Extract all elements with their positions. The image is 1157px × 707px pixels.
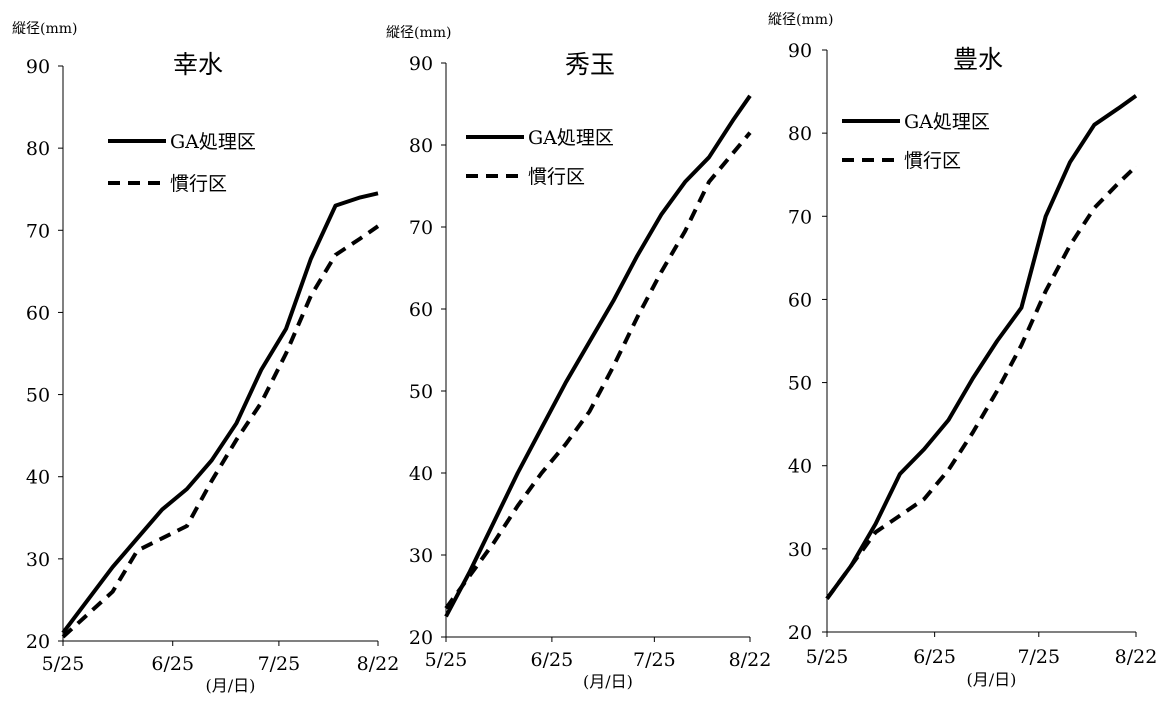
y-tick-label: 20 bbox=[409, 627, 433, 649]
chart-panel: 20 30 40 50 60 70 80 90 5/25 6/25 7/25 8/22 縦径(mm) (月… bbox=[12, 21, 399, 695]
series-line-ga-treatment bbox=[61, 191, 379, 635]
legend-label: 慣行区 bbox=[170, 173, 227, 195]
legend-label: GA処理区 bbox=[528, 127, 614, 149]
y-tick-label: 50 bbox=[788, 373, 812, 395]
x-tick-label: 6/25 bbox=[151, 653, 194, 675]
y-tick-label: 90 bbox=[788, 40, 812, 62]
legend-label: 慣行区 bbox=[528, 166, 585, 188]
y-axis-label: 縦径(mm) bbox=[386, 25, 451, 41]
legend-label: GA処理区 bbox=[904, 111, 990, 133]
y-tick-label: 70 bbox=[26, 220, 50, 242]
series-line-conventional bbox=[61, 224, 380, 639]
y-axis-label: 縦径(mm) bbox=[12, 21, 77, 37]
y-tick-label: 40 bbox=[409, 463, 433, 485]
y-tick-label: 80 bbox=[788, 123, 812, 145]
x-tick-label: 7/25 bbox=[1017, 646, 1060, 668]
y-tick-label: 70 bbox=[788, 206, 812, 228]
chart-panel: 20 30 40 50 60 70 80 90 5/25 6/25 7/25 8/22 縦径(mm) (月… bbox=[768, 12, 1157, 689]
x-tick-label: 6/25 bbox=[913, 646, 956, 668]
x-tick-label: 7/25 bbox=[633, 649, 676, 671]
y-tick-label: 20 bbox=[26, 631, 50, 653]
x-tick-label: 8/22 bbox=[357, 653, 400, 675]
x-tick-label: 5/25 bbox=[806, 646, 849, 668]
legend-label: 慣行区 bbox=[904, 150, 961, 172]
chart-title: 幸水 bbox=[173, 50, 223, 79]
y-tick-label: 80 bbox=[409, 135, 433, 157]
y-tick-label: 50 bbox=[26, 385, 50, 407]
y-tick-label: 60 bbox=[409, 299, 433, 321]
x-axis-label: (月/日) bbox=[967, 670, 1017, 689]
chart-panel: 20 30 40 50 60 70 80 90 5/25 6/25 7/25 8/22 縦径(mm) (月… bbox=[386, 25, 771, 691]
x-axis-label: (月/日) bbox=[206, 676, 256, 695]
y-tick-label: 30 bbox=[788, 539, 812, 561]
y-tick-label: 30 bbox=[409, 545, 433, 567]
x-tick-label: 5/25 bbox=[425, 649, 468, 671]
y-tick-label: 20 bbox=[788, 622, 812, 644]
x-tick-label: 7/25 bbox=[258, 653, 301, 675]
legend-label: GA処理区 bbox=[170, 131, 256, 153]
chart-title: 秀玉 bbox=[565, 50, 615, 79]
y-tick-label: 90 bbox=[409, 53, 433, 75]
chart-title: 豊水 bbox=[953, 45, 1003, 74]
x-tick-label: 5/25 bbox=[42, 653, 85, 675]
x-tick-label: 8/22 bbox=[1115, 646, 1157, 668]
y-tick-label: 50 bbox=[409, 381, 433, 403]
x-tick-label: 6/25 bbox=[531, 649, 574, 671]
series-line-conventional bbox=[444, 131, 752, 610]
x-tick-label: 8/22 bbox=[729, 649, 772, 671]
y-tick-label: 80 bbox=[26, 138, 50, 160]
y-tick-label: 60 bbox=[788, 289, 812, 311]
y-tick-label: 40 bbox=[26, 467, 50, 489]
series-line-ga-treatment bbox=[825, 94, 1138, 600]
y-tick-label: 90 bbox=[26, 56, 50, 78]
y-tick-label: 30 bbox=[26, 549, 50, 571]
series-line-ga-treatment bbox=[444, 94, 752, 618]
y-tick-label: 40 bbox=[788, 456, 812, 478]
y-axis-label: 縦径(mm) bbox=[768, 12, 833, 28]
series-line-conventional bbox=[825, 164, 1138, 600]
y-tick-label: 60 bbox=[26, 302, 50, 324]
x-axis-label: (月/日) bbox=[583, 672, 633, 691]
y-tick-label: 70 bbox=[409, 217, 433, 239]
